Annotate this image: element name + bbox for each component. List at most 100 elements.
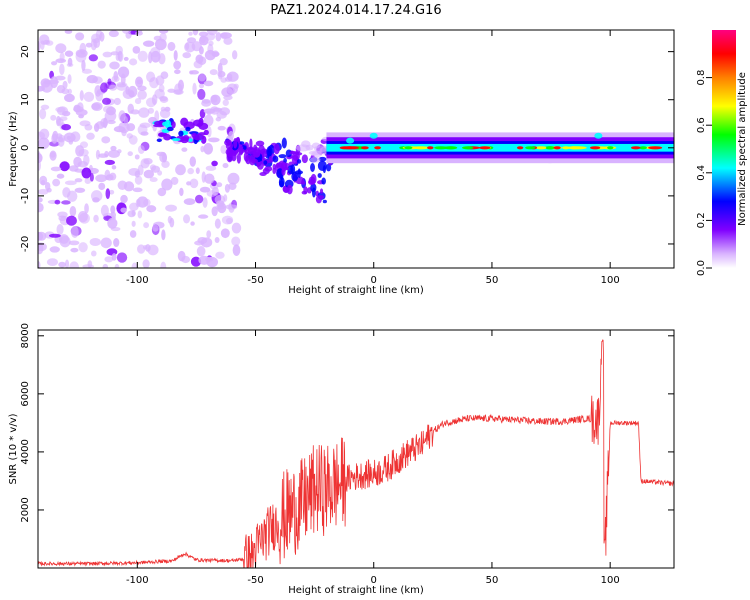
heatmap-cell — [272, 163, 277, 170]
heatmap-cell — [142, 40, 155, 47]
heatmap-cell — [225, 204, 238, 210]
heatmap-cell — [171, 121, 176, 129]
heatmap-cell — [287, 165, 294, 175]
heatmap-cell — [52, 178, 61, 187]
heatmap-cell — [160, 261, 167, 268]
heatmap-cell — [201, 100, 212, 107]
heatmap-cell — [220, 32, 232, 39]
heatmap-cell — [190, 221, 195, 226]
heatmap-cell — [61, 124, 72, 131]
heatmap-cell — [210, 94, 221, 106]
heatmap-cell — [67, 74, 72, 84]
heatmap-cell — [113, 126, 126, 133]
heatmap-cell — [203, 129, 209, 136]
heatmap-cell — [79, 120, 91, 127]
heatmap-cell — [272, 155, 279, 163]
heatmap-cell — [120, 73, 126, 86]
heatmap-cell — [64, 180, 77, 186]
snr-y-label: SNR (10 * v/v) — [8, 413, 19, 484]
heatmap-cell — [70, 247, 79, 253]
heatmap-cell — [562, 146, 570, 150]
heatmap-cell — [98, 182, 106, 191]
heatmap-cell — [158, 30, 169, 34]
heatmap-cell — [188, 31, 193, 36]
heatmap-cell — [49, 141, 60, 147]
y-tick-label: 6000 — [20, 381, 31, 406]
heatmap-cell — [205, 256, 214, 262]
heatmap-cell — [39, 175, 48, 186]
heatmap-cell — [38, 231, 44, 241]
y-tick-label: -10 — [20, 188, 31, 204]
heatmap-cell — [444, 146, 456, 150]
x-tick-label: 0 — [371, 275, 377, 286]
heatmap-cell — [109, 61, 120, 70]
heatmap-cell — [161, 178, 173, 191]
heatmap-cell — [192, 82, 197, 95]
heatmap-cell — [73, 156, 82, 168]
heatmap-cell — [49, 150, 57, 161]
colorbar-tick-label: 0.4 — [696, 165, 707, 181]
heatmap-cell — [43, 79, 51, 85]
heatmap-cell — [317, 173, 322, 178]
heatmap-cell — [167, 88, 176, 93]
heatmap-cell — [102, 51, 113, 58]
heatmap-cell — [74, 187, 86, 193]
heatmap-cell — [101, 136, 111, 144]
heatmap-cell — [105, 174, 114, 181]
heatmap-cell — [189, 178, 199, 189]
colorbar-tick-label: 0.0 — [696, 260, 707, 276]
heatmap-cell — [110, 145, 117, 151]
heatmap-cell — [310, 173, 317, 185]
heatmap-cell — [75, 109, 88, 116]
heatmap-cell — [134, 175, 143, 185]
heatmap-cell — [211, 50, 219, 58]
heatmap-cell — [111, 165, 117, 170]
heatmap-cell — [223, 194, 228, 202]
heatmap-cell — [203, 80, 214, 87]
heatmap-cell — [154, 110, 160, 123]
heatmap-cell — [46, 258, 59, 267]
heatmap-cell — [55, 106, 66, 113]
heatmap-cell — [143, 222, 150, 229]
heatmap-cell — [40, 104, 50, 110]
heatmap-cell — [217, 125, 226, 131]
heatmap-cell — [231, 222, 242, 234]
heatmap-cell — [137, 50, 148, 62]
heatmap-cell — [268, 155, 273, 162]
heatmap-cell — [404, 146, 413, 150]
heatmap-cell — [127, 103, 134, 114]
heatmap-cell — [222, 163, 229, 169]
heatmap-cell — [89, 237, 101, 247]
heatmap-cell — [249, 138, 253, 149]
heatmap-cell — [100, 237, 112, 249]
heatmap-cell — [147, 244, 159, 256]
heatmap-cell — [149, 177, 158, 183]
heatmap-cell — [152, 224, 159, 232]
heatmap-cell — [126, 123, 136, 132]
heatmap-cell — [479, 146, 491, 150]
heatmap-cell — [361, 146, 369, 150]
heatmap-cell — [97, 153, 108, 158]
heatmap-cell — [346, 137, 355, 144]
heatmap-cell — [187, 167, 195, 175]
heatmap-cell — [120, 194, 128, 204]
heatmap-cell — [322, 165, 326, 174]
heatmap-cell — [137, 244, 146, 254]
heatmap-cell — [94, 85, 102, 97]
heatmap-cell — [222, 99, 229, 106]
heatmap-cell — [83, 154, 90, 166]
heatmap-cell — [64, 50, 74, 57]
heatmap-cell — [207, 137, 220, 143]
heatmap-cell — [545, 146, 556, 150]
heatmap-cell — [301, 180, 306, 185]
heatmap-cell — [138, 107, 150, 118]
heatmap-cell — [185, 126, 191, 132]
heatmap-cell — [127, 151, 133, 157]
heatmap-cell — [319, 188, 324, 194]
heatmap-cell — [137, 90, 147, 100]
heatmap-cell — [228, 182, 237, 191]
heatmap-cell — [227, 172, 240, 185]
heatmap-cell — [273, 143, 280, 155]
heatmap-cell — [461, 146, 474, 150]
